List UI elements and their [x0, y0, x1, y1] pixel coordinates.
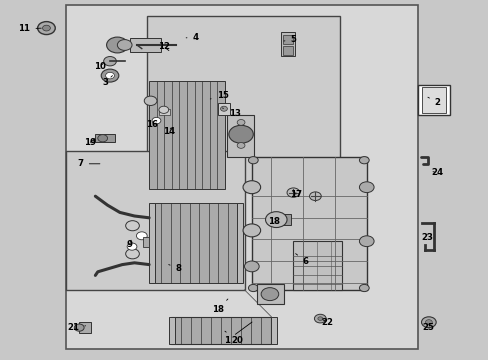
Text: 22: 22 [321, 318, 333, 327]
Text: 2: 2 [427, 97, 440, 107]
Bar [149, 203, 155, 283]
Text: 19: 19 [84, 138, 96, 147]
Text: 16: 16 [145, 120, 157, 129]
Text: 11: 11 [19, 24, 41, 33]
Bar [268, 214, 290, 225]
Text: 14: 14 [163, 127, 174, 136]
Circle shape [125, 249, 139, 259]
Text: 17: 17 [289, 190, 301, 199]
Circle shape [265, 212, 286, 228]
Text: 23: 23 [421, 233, 433, 242]
Bar [217, 103, 229, 115]
Circle shape [248, 157, 258, 164]
Circle shape [74, 324, 84, 331]
Text: 9: 9 [126, 240, 132, 249]
Bar [271, 317, 277, 344]
Circle shape [117, 40, 132, 50]
Text: 8: 8 [168, 264, 181, 273]
Circle shape [359, 284, 368, 292]
Circle shape [125, 221, 139, 231]
Text: 13: 13 [222, 108, 240, 118]
Text: 1: 1 [224, 322, 251, 345]
Circle shape [228, 125, 253, 143]
Bar [293, 241, 342, 290]
Circle shape [38, 22, 55, 35]
Text: 5: 5 [284, 35, 296, 44]
Circle shape [159, 106, 168, 113]
Circle shape [243, 224, 260, 237]
Bar [129, 38, 161, 52]
Bar [146, 16, 339, 191]
Bar [227, 115, 254, 157]
Bar [95, 134, 115, 142]
Circle shape [144, 96, 157, 105]
Bar [282, 35, 293, 44]
Circle shape [248, 284, 258, 292]
Circle shape [261, 288, 278, 301]
Circle shape [286, 188, 299, 197]
Circle shape [42, 25, 50, 31]
Text: 18: 18 [267, 217, 279, 226]
Circle shape [220, 106, 227, 111]
Circle shape [309, 192, 321, 201]
Circle shape [244, 261, 259, 272]
Text: 15: 15 [210, 91, 228, 100]
Text: 18: 18 [211, 299, 227, 314]
Circle shape [237, 120, 244, 125]
Circle shape [359, 157, 368, 164]
Text: 7: 7 [78, 159, 100, 168]
Text: 3: 3 [102, 76, 112, 87]
Bar [151, 203, 237, 283]
Text: 25: 25 [421, 323, 433, 332]
Bar [66, 5, 417, 349]
Circle shape [98, 135, 107, 142]
Bar [171, 317, 271, 344]
Circle shape [237, 143, 244, 148]
Bar [256, 284, 283, 304]
Circle shape [103, 57, 116, 66]
Circle shape [101, 69, 119, 82]
Circle shape [243, 181, 260, 194]
Text: 4: 4 [186, 33, 198, 42]
Circle shape [359, 182, 373, 193]
Circle shape [317, 317, 322, 320]
Bar [237, 203, 243, 283]
Text: 20: 20 [224, 331, 243, 345]
Circle shape [152, 117, 161, 124]
Bar [149, 81, 224, 189]
Circle shape [314, 314, 325, 323]
Bar [159, 109, 169, 115]
Bar [79, 322, 91, 333]
Bar [281, 32, 294, 56]
Bar [66, 151, 244, 290]
Bar [421, 87, 445, 113]
Circle shape [105, 72, 114, 79]
Bar [417, 85, 449, 115]
Bar [282, 46, 293, 55]
Circle shape [359, 236, 373, 247]
Text: 12: 12 [158, 42, 169, 51]
Circle shape [106, 37, 128, 53]
Circle shape [136, 232, 147, 240]
Circle shape [127, 243, 137, 250]
Text: 21: 21 [67, 323, 85, 332]
Circle shape [421, 317, 435, 328]
Text: 6: 6 [295, 254, 308, 265]
Bar [143, 237, 149, 247]
Bar [168, 317, 174, 344]
Circle shape [425, 320, 431, 325]
Text: 24: 24 [431, 168, 443, 177]
Bar [251, 157, 366, 290]
Text: 10: 10 [94, 62, 106, 71]
